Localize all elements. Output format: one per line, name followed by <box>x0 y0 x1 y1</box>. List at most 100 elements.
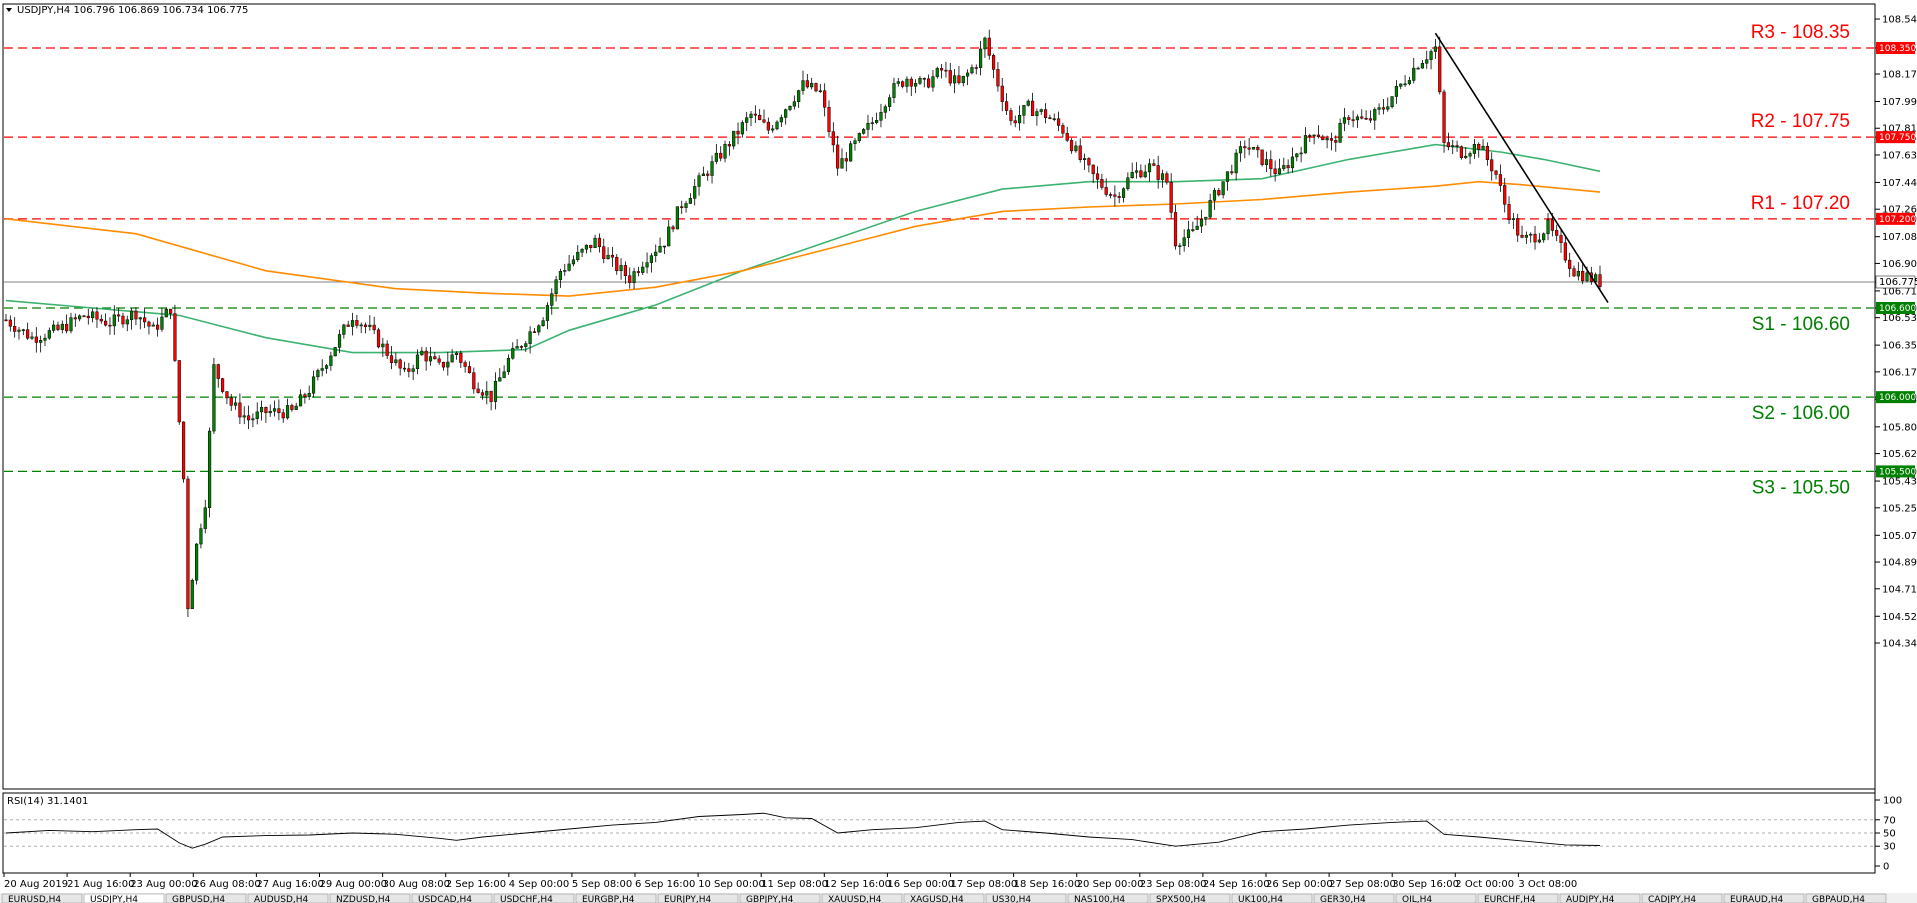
tab-label: SPX500,H4 <box>1156 895 1206 903</box>
x-tick-label: 12 Sep 16:00 <box>824 879 891 890</box>
x-tick-label: 20 Sep 00:00 <box>1077 879 1144 890</box>
candle-body <box>82 315 86 318</box>
tab-oil-h4[interactable] <box>1395 893 1477 903</box>
price-tag-bg <box>1876 391 1915 404</box>
tab-gbpjpy-h4[interactable] <box>739 893 821 903</box>
candle-body <box>1511 218 1515 221</box>
candle-body <box>684 203 688 208</box>
tab-gbpaud-h4[interactable] <box>1805 893 1887 903</box>
candle-body <box>593 237 597 248</box>
tab-euraud-h4[interactable] <box>1723 893 1805 903</box>
tab-ger30-h4[interactable] <box>1313 893 1395 903</box>
tab-eurgbp-h4[interactable] <box>575 893 657 903</box>
candle-body <box>580 248 584 253</box>
candle-body <box>697 175 701 187</box>
candle-body <box>948 70 952 84</box>
tab-nas100-h4[interactable] <box>1067 893 1149 903</box>
tab-cadjpy-h4[interactable] <box>1641 893 1723 903</box>
candle-body <box>537 325 541 333</box>
candle-body <box>1030 100 1035 117</box>
candle-body <box>177 360 181 423</box>
candle-body <box>1498 174 1502 186</box>
tab-usdcad-h4[interactable] <box>411 893 493 903</box>
tab-audusd-h4[interactable] <box>247 893 329 903</box>
tab-audjpy-h4[interactable] <box>1559 893 1641 903</box>
level-label: S3 - 105.50 <box>1752 477 1850 498</box>
price-tag-label: 108.350 <box>1879 44 1916 54</box>
tab-nzdusd-h4[interactable] <box>329 893 411 903</box>
candle-body <box>870 122 874 124</box>
price-panel[interactable] <box>2 3 1876 790</box>
tab-us30-h4[interactable] <box>985 893 1067 903</box>
downtrend-line[interactable] <box>1434 32 1609 303</box>
candle-body <box>1459 146 1463 158</box>
candle-body <box>268 410 272 414</box>
candle-body <box>519 346 524 348</box>
candle-body <box>688 198 692 204</box>
tab-xagusd-h4[interactable] <box>903 893 985 903</box>
candle-body <box>1360 116 1364 119</box>
candle-body <box>1260 149 1264 165</box>
x-tick-label: 2 Sep 16:00 <box>446 879 506 890</box>
candle-body <box>619 265 623 272</box>
candle-body <box>1520 234 1524 238</box>
candle-body <box>892 83 896 98</box>
candle-body <box>966 72 970 77</box>
candle-body <box>212 364 216 432</box>
collapse-triangle-icon[interactable] <box>6 8 12 12</box>
candle-body <box>151 324 155 327</box>
tab-usdjpy-h4[interactable] <box>83 893 165 903</box>
candle-body <box>56 324 60 330</box>
rsi-panel[interactable] <box>2 792 1876 874</box>
candle-body <box>1438 46 1442 93</box>
candle-body <box>1277 168 1282 175</box>
candle-body <box>1221 181 1225 196</box>
candle-body <box>130 310 134 320</box>
tab-xauusd-h4[interactable] <box>821 893 903 903</box>
candle-body <box>1238 146 1243 154</box>
candle-body <box>550 293 554 306</box>
symbol-header: USDJPY,H4 106.796 106.869 106.734 106.77… <box>17 5 248 16</box>
y-tick-label: 107.810 <box>1882 124 1917 135</box>
candle-body <box>766 121 770 131</box>
candle-body <box>1204 216 1208 220</box>
tab-spx500-h4[interactable] <box>1149 893 1231 903</box>
tab-label: NZDUSD,H4 <box>336 895 391 903</box>
tab-eurjpy-h4[interactable] <box>657 893 739 903</box>
candle-body <box>1494 170 1498 175</box>
tab-eurusd-h4[interactable] <box>1 893 83 903</box>
candle-body <box>1321 136 1325 141</box>
candle-body <box>1516 218 1520 236</box>
candle-body <box>1130 172 1134 179</box>
candle-body <box>489 390 493 402</box>
candle-body <box>740 122 744 135</box>
candle-body <box>1191 229 1195 231</box>
candle-body <box>1529 233 1533 236</box>
tab-label: USDCAD,H4 <box>418 895 472 903</box>
candle-body <box>524 343 528 347</box>
x-tick-label: 23 Aug 00:00 <box>130 879 197 890</box>
candle-body <box>1282 165 1286 169</box>
tab-label: NAS100,H4 <box>1074 895 1125 903</box>
candle-body <box>233 402 238 406</box>
candle-body <box>675 206 679 230</box>
candle-body <box>1464 155 1468 158</box>
tab-uk100-h4[interactable] <box>1231 893 1313 903</box>
candle-body <box>437 358 441 363</box>
candle-body <box>1329 138 1334 141</box>
symbol-tabs: EURUSD,H4 USDJPY,H4 GBPUSD,H4 AUDUSD,H4 NZDU… <box>1 893 1887 903</box>
candle-body <box>389 355 394 363</box>
candle-body <box>1546 219 1550 234</box>
tab-gbpusd-h4[interactable] <box>165 893 247 903</box>
candle-body <box>446 361 450 368</box>
candle-body <box>554 279 558 294</box>
candle-body <box>723 144 727 159</box>
y-tick-label: 106.900 <box>1882 259 1917 270</box>
tab-eurchf-h4[interactable] <box>1477 893 1559 903</box>
candle-body <box>649 255 653 263</box>
tab-usdchf-h4[interactable] <box>493 893 575 903</box>
candle-body <box>1069 140 1074 152</box>
candle-body <box>316 370 320 378</box>
tab-label: EURCHF,H4 <box>1484 895 1536 903</box>
